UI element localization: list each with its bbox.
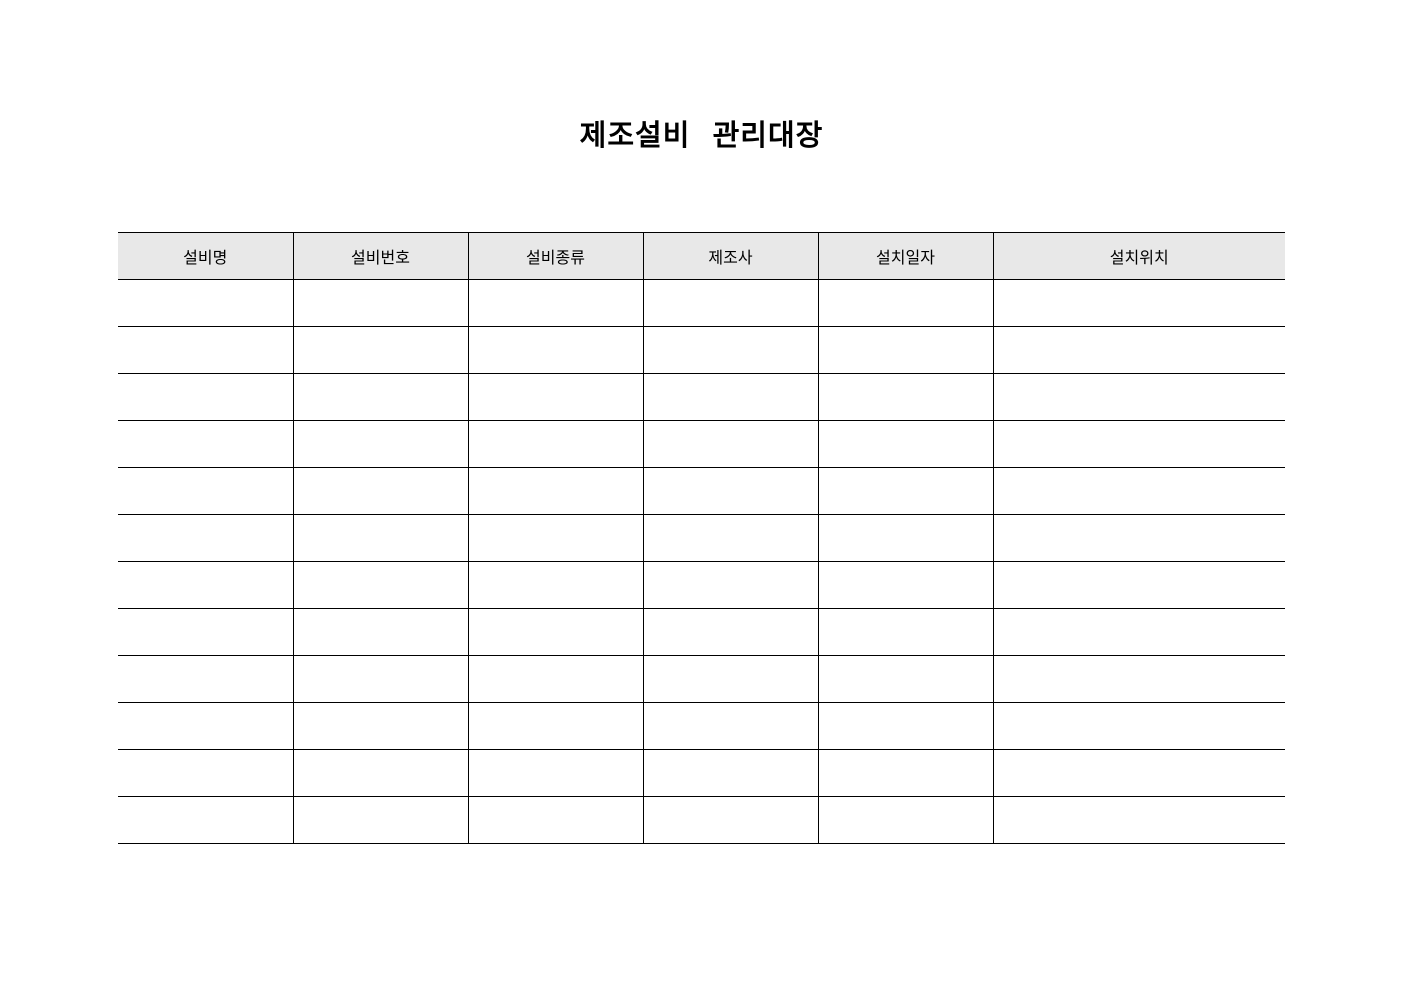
table-row: [118, 608, 1285, 656]
table-cell[interactable]: [642, 326, 818, 374]
table-cell[interactable]: [118, 326, 293, 374]
table-cell[interactable]: [642, 796, 818, 844]
table-cell[interactable]: [118, 608, 293, 656]
table-cell[interactable]: [642, 467, 818, 515]
table-cell[interactable]: [992, 420, 1285, 468]
table-row: [118, 467, 1285, 515]
table-row: [118, 373, 1285, 421]
table-cell[interactable]: [642, 373, 818, 421]
table-cell[interactable]: [292, 655, 468, 703]
table-cell[interactable]: [467, 373, 643, 421]
table-cell[interactable]: [292, 796, 468, 844]
table-cell[interactable]: [817, 326, 993, 374]
table-row: [118, 561, 1285, 609]
table-row: [118, 702, 1285, 750]
table-cell[interactable]: [992, 655, 1285, 703]
table-cell[interactable]: [642, 702, 818, 750]
column-header-equipment-type: 설비종류: [467, 232, 643, 280]
table-cell[interactable]: [992, 561, 1285, 609]
table-cell[interactable]: [817, 373, 993, 421]
table-cell[interactable]: [817, 655, 993, 703]
column-header-manufacturer: 제조사: [642, 232, 818, 280]
table-cell[interactable]: [467, 279, 643, 327]
table-cell[interactable]: [817, 420, 993, 468]
table-cell[interactable]: [118, 420, 293, 468]
table-cell[interactable]: [817, 514, 993, 562]
column-header-equipment-name: 설비명: [118, 232, 293, 280]
table-cell[interactable]: [292, 279, 468, 327]
equipment-register-table: 설비명 설비번호 설비종류 제조사 설치일자 설치위치: [118, 232, 1285, 844]
table-row: [118, 514, 1285, 562]
table-cell[interactable]: [292, 749, 468, 797]
header-row: 설비명 설비번호 설비종류 제조사 설치일자 설치위치: [118, 232, 1285, 280]
table-cell[interactable]: [118, 467, 293, 515]
table-cell[interactable]: [817, 608, 993, 656]
table-cell[interactable]: [992, 514, 1285, 562]
table-cell[interactable]: [292, 420, 468, 468]
table-cell[interactable]: [642, 561, 818, 609]
table-cell[interactable]: [292, 561, 468, 609]
table-cell[interactable]: [467, 749, 643, 797]
table-cell[interactable]: [118, 655, 293, 703]
table-cell[interactable]: [642, 608, 818, 656]
table-cell[interactable]: [817, 467, 993, 515]
table-cell[interactable]: [292, 467, 468, 515]
table-cell[interactable]: [817, 796, 993, 844]
table-cell[interactable]: [118, 702, 293, 750]
table-cell[interactable]: [817, 279, 993, 327]
table-cell[interactable]: [992, 796, 1285, 844]
table-cell[interactable]: [467, 326, 643, 374]
table-cell[interactable]: [467, 467, 643, 515]
column-header-equipment-number: 설비번호: [292, 232, 468, 280]
page-title: 제조설비 관리대장: [579, 118, 824, 152]
table-cell[interactable]: [467, 608, 643, 656]
table-cell[interactable]: [992, 749, 1285, 797]
table-row: [118, 326, 1285, 374]
table-cell[interactable]: [992, 279, 1285, 327]
table-cell[interactable]: [817, 561, 993, 609]
table-row: [118, 655, 1285, 703]
table-cell[interactable]: [642, 420, 818, 468]
table-cell[interactable]: [292, 702, 468, 750]
table-cell[interactable]: [467, 796, 643, 844]
table-cell[interactable]: [992, 373, 1285, 421]
column-header-install-date: 설치일자: [817, 232, 993, 280]
table-cell[interactable]: [642, 514, 818, 562]
table-cell[interactable]: [292, 608, 468, 656]
table-cell[interactable]: [467, 702, 643, 750]
table-cell[interactable]: [992, 326, 1285, 374]
table-cell[interactable]: [118, 561, 293, 609]
table-cell[interactable]: [642, 655, 818, 703]
table-cell[interactable]: [118, 279, 293, 327]
table-row: [118, 796, 1285, 844]
table-cell[interactable]: [292, 326, 468, 374]
table-cell[interactable]: [992, 702, 1285, 750]
table-row: [118, 749, 1285, 797]
table-cell[interactable]: [118, 373, 293, 421]
table-cell[interactable]: [642, 749, 818, 797]
table-cell[interactable]: [292, 514, 468, 562]
table-cell[interactable]: [292, 373, 468, 421]
table-cell[interactable]: [467, 561, 643, 609]
table-cell[interactable]: [467, 655, 643, 703]
table-cell[interactable]: [118, 514, 293, 562]
table-cell[interactable]: [467, 514, 643, 562]
table-row: [118, 279, 1285, 327]
column-header-install-location: 설치위치: [992, 232, 1285, 280]
table-row: [118, 420, 1285, 468]
table-cell[interactable]: [992, 608, 1285, 656]
table-cell[interactable]: [992, 467, 1285, 515]
table-cell[interactable]: [817, 749, 993, 797]
table-cell[interactable]: [118, 796, 293, 844]
table-cell[interactable]: [118, 749, 293, 797]
table-cell[interactable]: [467, 420, 643, 468]
table-cell[interactable]: [817, 702, 993, 750]
table-cell[interactable]: [642, 279, 818, 327]
